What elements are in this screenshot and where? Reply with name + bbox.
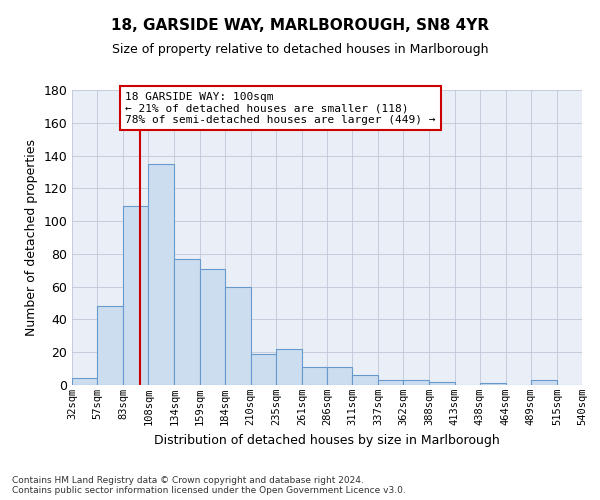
Bar xyxy=(403,380,430,385)
Bar xyxy=(378,380,403,385)
Text: 18, GARSIDE WAY, MARLBOROUGH, SN8 4YR: 18, GARSIDE WAY, MARLBOROUGH, SN8 4YR xyxy=(111,18,489,32)
Text: Contains HM Land Registry data © Crown copyright and database right 2024.
Contai: Contains HM Land Registry data © Crown c… xyxy=(12,476,406,495)
Bar xyxy=(302,367,327,385)
Y-axis label: Number of detached properties: Number of detached properties xyxy=(25,139,38,336)
Bar xyxy=(479,384,506,385)
Bar xyxy=(531,380,557,385)
Bar xyxy=(148,164,175,385)
Bar xyxy=(251,354,276,385)
Bar xyxy=(430,382,455,385)
Bar xyxy=(72,378,97,385)
Text: Size of property relative to detached houses in Marlborough: Size of property relative to detached ho… xyxy=(112,42,488,56)
Text: 18 GARSIDE WAY: 100sqm
← 21% of detached houses are smaller (118)
78% of semi-de: 18 GARSIDE WAY: 100sqm ← 21% of detached… xyxy=(125,92,436,125)
Bar xyxy=(327,367,352,385)
Bar xyxy=(175,259,199,385)
Bar xyxy=(276,349,302,385)
Bar xyxy=(97,306,123,385)
X-axis label: Distribution of detached houses by size in Marlborough: Distribution of detached houses by size … xyxy=(154,434,500,446)
Bar xyxy=(123,206,148,385)
Bar xyxy=(224,286,251,385)
Bar xyxy=(352,375,378,385)
Bar xyxy=(199,268,224,385)
